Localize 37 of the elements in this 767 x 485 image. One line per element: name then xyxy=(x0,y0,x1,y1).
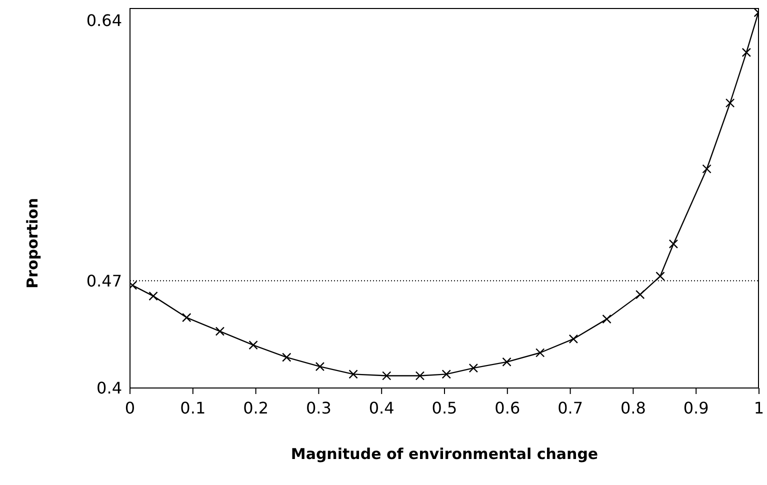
point xyxy=(382,371,392,380)
x-axis-title: Magnitude of environmental change xyxy=(290,445,598,463)
point xyxy=(182,312,192,322)
x-tick-label: 0.6 xyxy=(494,398,520,418)
x-tick-label: 0 xyxy=(124,398,136,418)
point xyxy=(415,371,425,380)
point xyxy=(702,164,712,174)
point xyxy=(248,340,258,350)
x-tick-label: 0.9 xyxy=(683,398,709,418)
point xyxy=(502,357,512,367)
point xyxy=(742,48,752,58)
point xyxy=(215,326,225,336)
x-tick-label: 0.1 xyxy=(180,398,206,418)
point xyxy=(282,352,292,362)
point xyxy=(636,290,645,300)
x-tick-label: 0.3 xyxy=(306,398,332,418)
y-tick-label: 0.47 xyxy=(86,271,122,290)
y-tick-label: 0.64 xyxy=(86,10,122,30)
point xyxy=(468,363,478,373)
point xyxy=(668,239,678,249)
x-tick-label: 0.5 xyxy=(432,398,458,418)
point xyxy=(148,291,158,301)
point xyxy=(656,272,665,281)
x-tick-label: 1 xyxy=(754,398,764,418)
point xyxy=(315,362,325,372)
point xyxy=(348,370,358,379)
point xyxy=(536,348,545,358)
x-tick-label: 0.7 xyxy=(558,398,584,418)
point xyxy=(568,334,578,344)
point xyxy=(442,370,451,379)
x-tick-label: 0.2 xyxy=(243,398,269,418)
x-tick-label: 0.8 xyxy=(620,398,646,418)
x-tick-label: 0.4 xyxy=(368,398,394,418)
y-tick-label: 0.4 xyxy=(96,378,122,398)
y-axis-title: Proportion xyxy=(23,198,42,288)
point xyxy=(602,314,612,324)
point xyxy=(725,98,735,108)
